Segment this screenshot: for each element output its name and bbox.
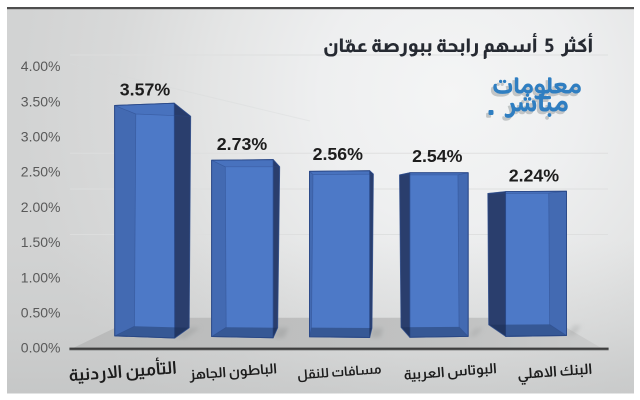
svg-text:4.00%: 4.00% bbox=[21, 58, 61, 74]
svg-text:0.00%: 0.00% bbox=[21, 340, 61, 356]
svg-text:2.73%: 2.73% bbox=[217, 134, 268, 154]
svg-text:2.54%: 2.54% bbox=[412, 146, 463, 166]
svg-text:3.57%: 3.57% bbox=[120, 80, 171, 100]
svg-text:1.50%: 1.50% bbox=[21, 234, 61, 250]
svg-text:0.50%: 0.50% bbox=[21, 305, 61, 321]
svg-text:2.24%: 2.24% bbox=[509, 166, 560, 186]
svg-text:3.50%: 3.50% bbox=[21, 93, 61, 109]
svg-text:2.00%: 2.00% bbox=[21, 199, 61, 215]
svg-text:2.56%: 2.56% bbox=[313, 144, 364, 164]
svg-text:2.50%: 2.50% bbox=[21, 164, 61, 180]
svg-text:3.00%: 3.00% bbox=[21, 129, 61, 145]
svg-text:1.00%: 1.00% bbox=[21, 269, 61, 285]
